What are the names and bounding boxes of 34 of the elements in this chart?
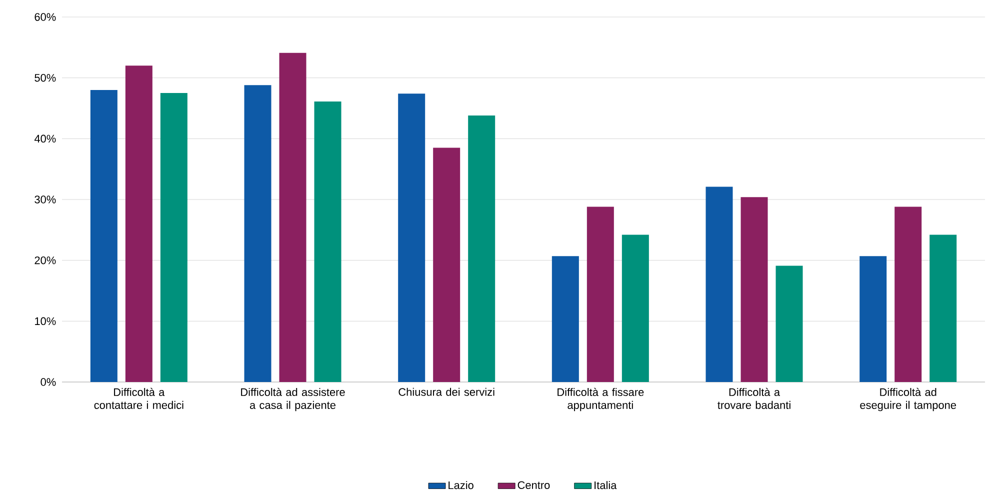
x-tick-label: Difficoltà a contattare i medici <box>94 388 184 409</box>
legend-label: Centro <box>518 481 550 489</box>
bar <box>398 94 426 382</box>
y-tick-label: 40% <box>34 134 56 143</box>
bar <box>622 234 649 382</box>
bar <box>586 206 614 382</box>
y-tick-label: 20% <box>34 256 56 264</box>
legend-label: Italia <box>594 481 617 490</box>
bar <box>125 66 152 382</box>
y-tick-label: 0% <box>40 378 56 386</box>
bar <box>244 85 272 382</box>
bar <box>860 256 887 382</box>
legend-label: Lazio <box>448 481 474 490</box>
bar <box>894 206 922 382</box>
y-tick-label: 50% <box>34 74 56 82</box>
y-tick-label: 60% <box>34 13 56 21</box>
bar <box>552 256 579 382</box>
x-tick-label: Difficoltà a fissare appuntamenti <box>558 388 644 412</box>
bar <box>740 197 768 382</box>
bar <box>90 90 118 382</box>
bar <box>433 148 460 382</box>
x-tick-label: Difficoltà ad assistere a casa il paziente <box>241 388 345 412</box>
x-tick-label: Difficoltà ad eseguire il tampone <box>860 388 956 412</box>
y-tick-label: 10% <box>35 317 56 326</box>
x-tick-label: Chiusura dei servizi <box>398 388 494 396</box>
bar <box>930 234 957 382</box>
bar <box>776 266 803 382</box>
x-tick-label: Difficoltà a trovare badanti <box>718 388 790 409</box>
bar <box>314 102 342 382</box>
y-tick-label: 30% <box>34 196 56 204</box>
bar <box>279 52 306 382</box>
bar <box>468 116 496 382</box>
bar <box>160 93 188 382</box>
bar <box>706 186 733 382</box>
